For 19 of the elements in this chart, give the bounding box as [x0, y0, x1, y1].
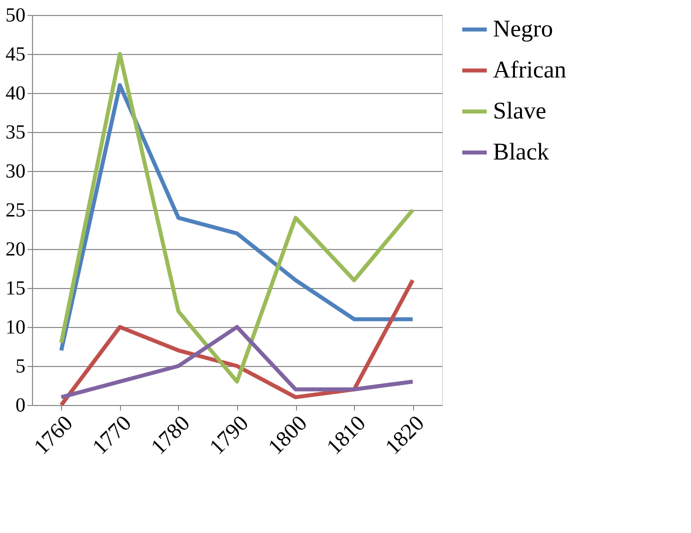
line-series [59, 83, 415, 352]
y-tick-label: 0 [16, 394, 26, 416]
legend-label: Black [493, 140, 549, 166]
line-series [59, 325, 415, 400]
y-tick-label: 40 [6, 82, 26, 104]
line-series [59, 278, 415, 407]
legend-label: African [493, 58, 566, 84]
y-tick-label: 5 [16, 356, 26, 378]
y-tick-label: 45 [6, 44, 26, 66]
y-tick-label: 35 [6, 122, 26, 144]
y-tick-label: 50 [6, 4, 26, 26]
line-series [59, 52, 415, 384]
y-tick-label: 25 [6, 200, 26, 222]
legend-label: Slave [493, 98, 546, 124]
y-tick-label: 30 [6, 160, 26, 182]
y-tick-label: 10 [6, 316, 26, 338]
y-tick-label: 15 [6, 278, 26, 300]
y-tick-label: 20 [6, 238, 26, 260]
legend-label: Negro [493, 16, 553, 42]
